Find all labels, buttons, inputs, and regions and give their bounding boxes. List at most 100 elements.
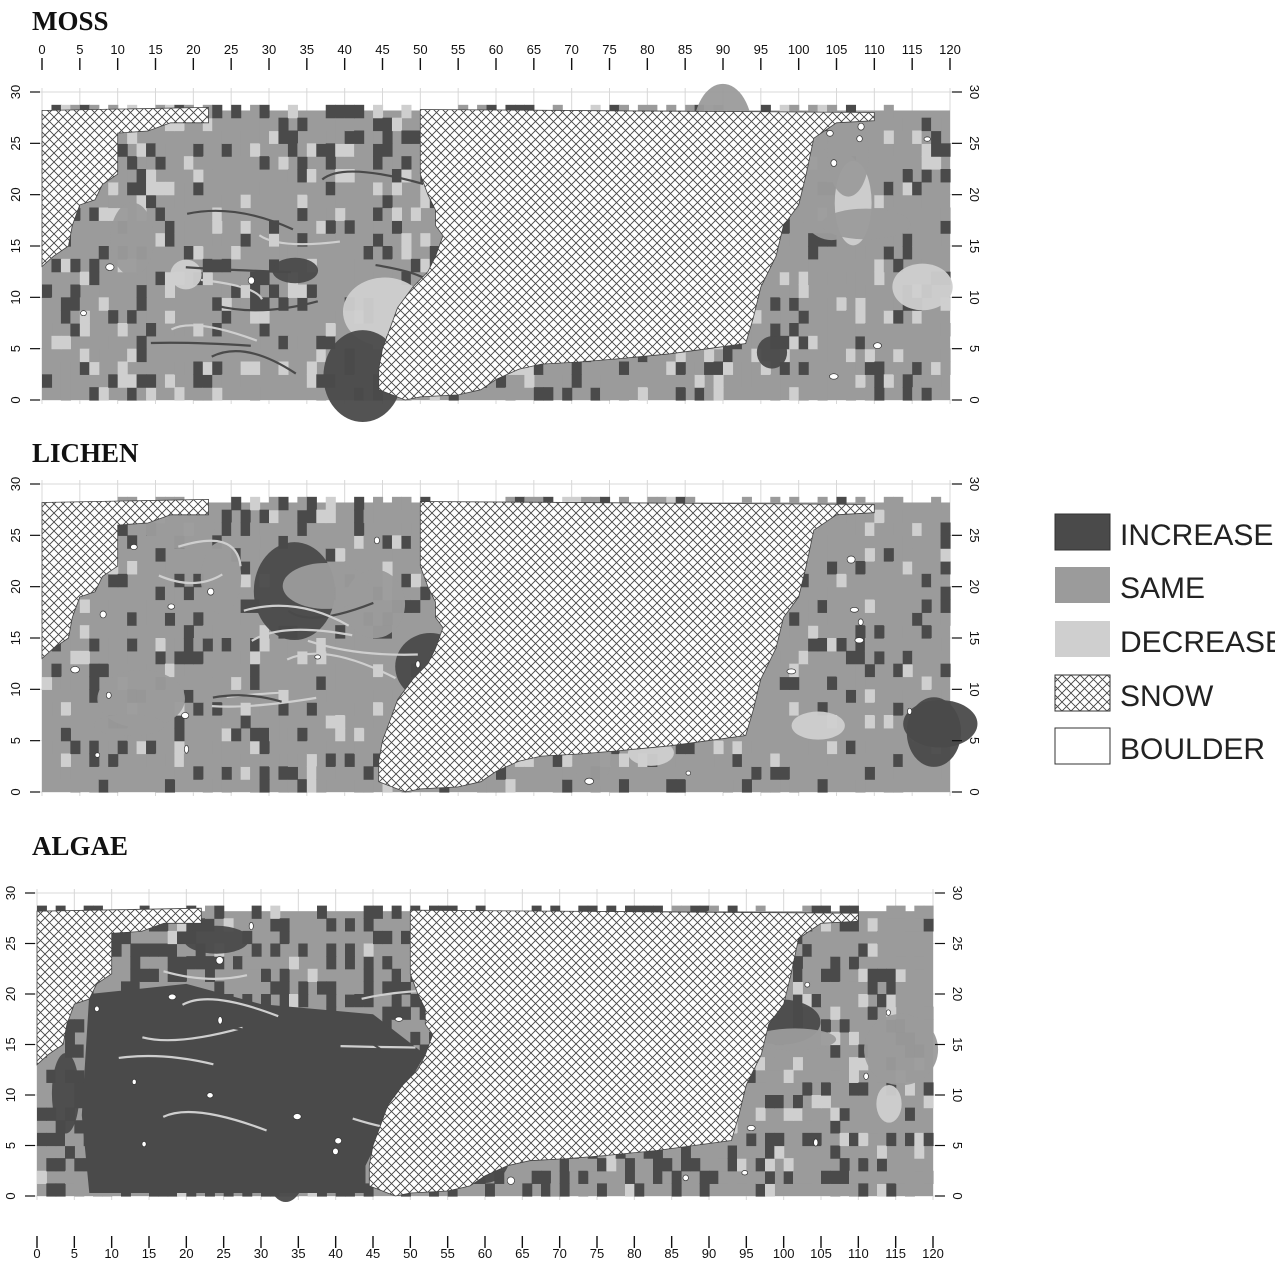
map-cell [941, 523, 951, 536]
algae-map [35, 887, 938, 1202]
map-cell [914, 918, 924, 931]
map-cell [317, 981, 327, 994]
map-cell [261, 969, 271, 982]
map-cell [260, 510, 270, 523]
map-cell [373, 702, 383, 715]
map-cell [924, 1082, 934, 1095]
map-patch [52, 1053, 79, 1134]
map-cell [99, 741, 109, 754]
map-cell [345, 944, 355, 957]
map-cell [912, 523, 922, 536]
y-tick-label-right: 25 [950, 936, 965, 950]
map-cell [280, 931, 290, 944]
boulder [855, 637, 864, 643]
map-cell [827, 336, 837, 349]
map-cell [345, 702, 355, 715]
map-cell [37, 1133, 47, 1146]
map-cell [742, 779, 752, 792]
map-cell [827, 535, 837, 548]
map-cell [818, 638, 828, 651]
map-cell [865, 766, 875, 779]
map-cell [212, 374, 222, 387]
map-cell [345, 143, 355, 156]
map-cell [941, 143, 951, 156]
map-cell [108, 182, 118, 195]
map-cell [156, 587, 166, 600]
map-cell [165, 374, 175, 387]
map-cell [799, 285, 809, 298]
map-cell [326, 535, 336, 548]
map-cell [307, 779, 317, 792]
map-cell [203, 233, 213, 246]
y-tick-label-right: 10 [950, 1088, 965, 1102]
map-cell [638, 387, 648, 400]
map-cell [383, 182, 393, 195]
map-cell [874, 182, 884, 195]
map-cell [846, 310, 856, 323]
map-cell [42, 323, 52, 336]
x-tick-label: 110 [848, 1246, 869, 1261]
map-cell [174, 638, 184, 651]
map-cell [865, 362, 875, 375]
map-cell [174, 587, 184, 600]
map-cell [260, 182, 270, 195]
map-cell [704, 362, 714, 375]
map-cell [789, 297, 799, 310]
map-cell [241, 131, 251, 144]
map-cell [821, 1146, 831, 1159]
map-cell [922, 182, 932, 195]
boulder [864, 1073, 869, 1079]
map-cell [780, 285, 790, 298]
map-cell [874, 374, 884, 387]
map-cell [307, 766, 317, 779]
map-cell [335, 728, 345, 741]
map-cell [193, 612, 203, 625]
map-cell [830, 1070, 840, 1083]
x-tick-label: 105 [810, 1246, 832, 1261]
map-cell [903, 664, 913, 677]
map-cell [751, 766, 761, 779]
map-cell [307, 285, 317, 298]
map-cell [168, 956, 178, 969]
map-cell [770, 310, 780, 323]
map-cell [676, 779, 686, 792]
map-cell [770, 387, 780, 400]
map-cell [127, 169, 137, 182]
map-cell [830, 1183, 840, 1196]
map-cell [821, 1019, 831, 1032]
map-cell [137, 600, 147, 613]
map-cell [297, 156, 307, 169]
x-tick-label: 85 [664, 1246, 678, 1261]
map-cell [846, 259, 856, 272]
map-cell [307, 362, 317, 375]
map-cell [855, 561, 865, 574]
map-cell [855, 285, 865, 298]
map-cell [931, 374, 941, 387]
map-cell [884, 182, 894, 195]
map-patch [757, 336, 787, 368]
map-cell [99, 297, 109, 310]
map-cell [354, 779, 364, 792]
map-cell [250, 143, 260, 156]
map-cell [802, 969, 812, 982]
y-tick-label-left: 15 [8, 631, 23, 645]
map-cell [345, 535, 355, 548]
map-cell [137, 310, 147, 323]
map-cell [877, 1183, 887, 1196]
map-cell [830, 981, 840, 994]
map-cell [793, 981, 803, 994]
map-cell [827, 677, 837, 690]
map-cell [774, 1095, 784, 1108]
map-cell [89, 664, 99, 677]
map-cell [193, 374, 203, 387]
map-cell [830, 1171, 840, 1184]
map-cell [799, 349, 809, 362]
y-tick-label-left: 20 [3, 987, 18, 1001]
boulder [184, 745, 188, 753]
y-tick-label-left: 5 [8, 345, 23, 352]
map-cell [297, 510, 307, 523]
map-cell [789, 612, 799, 625]
x-tick-label: 40 [337, 42, 351, 57]
map-cell [184, 638, 194, 651]
map-cell [732, 754, 742, 767]
